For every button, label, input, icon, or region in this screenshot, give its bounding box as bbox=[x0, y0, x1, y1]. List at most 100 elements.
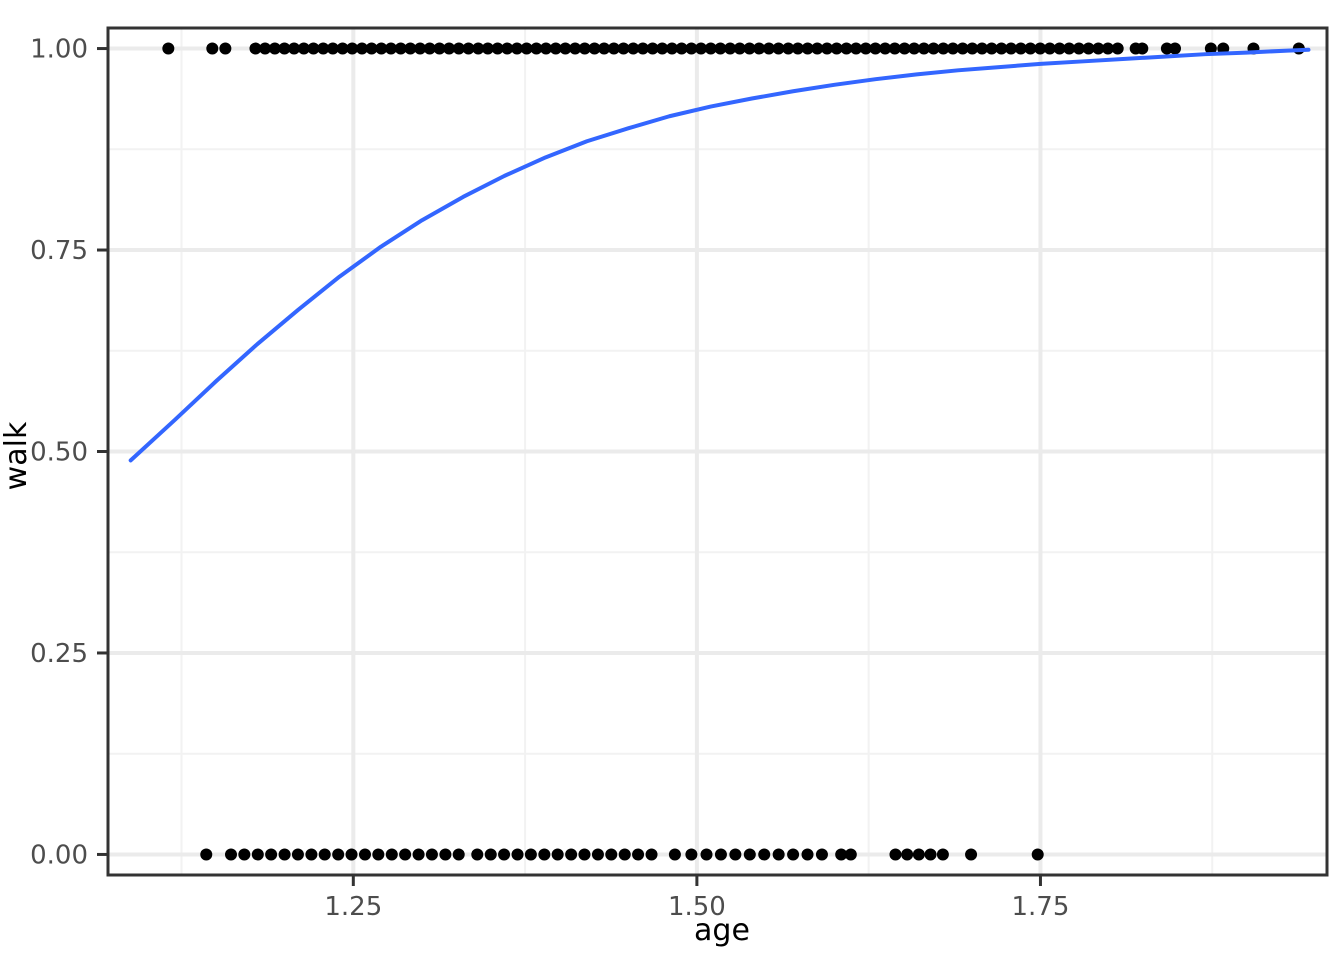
data-point bbox=[251, 848, 264, 861]
data-point bbox=[278, 42, 291, 55]
data-point bbox=[425, 848, 438, 861]
data-point bbox=[1169, 42, 1182, 55]
data-point bbox=[685, 42, 698, 55]
data-point bbox=[278, 848, 291, 861]
data-point bbox=[332, 848, 345, 861]
data-point bbox=[501, 42, 514, 55]
data-point bbox=[1101, 42, 1114, 55]
data-point bbox=[1204, 42, 1217, 55]
data-point bbox=[801, 848, 814, 861]
data-point bbox=[305, 848, 318, 861]
data-point bbox=[375, 42, 388, 55]
data-point bbox=[869, 42, 882, 55]
data-point bbox=[162, 42, 175, 55]
data-point bbox=[569, 42, 582, 55]
x-tick-label: 1.50 bbox=[668, 892, 726, 922]
data-point bbox=[481, 42, 494, 55]
data-point bbox=[259, 42, 272, 55]
y-axis-ticks: 0.00 0.25 0.50 0.75 1.00 bbox=[30, 35, 108, 870]
fit-line-path bbox=[128, 47, 1311, 463]
data-point bbox=[265, 848, 278, 861]
y-tick-label: 1.00 bbox=[30, 35, 88, 65]
data-point bbox=[917, 42, 930, 55]
data-point bbox=[565, 848, 578, 861]
data-point bbox=[791, 42, 804, 55]
data-point bbox=[345, 848, 358, 861]
data-point bbox=[249, 42, 262, 55]
data-point bbox=[704, 42, 717, 55]
data-point bbox=[384, 42, 397, 55]
data-point bbox=[772, 848, 785, 861]
data-point bbox=[762, 42, 775, 55]
data-point bbox=[206, 42, 219, 55]
data-point bbox=[859, 42, 872, 55]
data-point bbox=[733, 42, 746, 55]
data-point bbox=[772, 42, 785, 55]
data-point bbox=[908, 42, 921, 55]
data-point bbox=[1072, 42, 1085, 55]
logistic-fit-line bbox=[128, 47, 1311, 463]
data-point bbox=[956, 42, 969, 55]
data-point bbox=[656, 42, 669, 55]
data-point bbox=[491, 42, 504, 55]
data-point bbox=[1031, 848, 1044, 861]
data-point bbox=[578, 848, 591, 861]
data-point bbox=[888, 42, 901, 55]
x-tick-label: 1.25 bbox=[324, 892, 382, 922]
data-point bbox=[1082, 42, 1095, 55]
data-point bbox=[743, 848, 756, 861]
data-point bbox=[714, 848, 727, 861]
data-point bbox=[336, 42, 349, 55]
data-point bbox=[219, 42, 232, 55]
data-point bbox=[618, 848, 631, 861]
data-point bbox=[912, 848, 925, 861]
data-point bbox=[646, 42, 659, 55]
data-point bbox=[617, 42, 630, 55]
data-point bbox=[1063, 42, 1076, 55]
data-point bbox=[1043, 42, 1056, 55]
y-tick-label: 0.00 bbox=[30, 840, 88, 870]
data-point bbox=[889, 848, 902, 861]
data-point bbox=[675, 42, 688, 55]
data-point bbox=[995, 42, 1008, 55]
data-point bbox=[901, 848, 914, 861]
data-points-walk-zero bbox=[200, 848, 1044, 861]
y-tick-label: 0.75 bbox=[30, 236, 88, 266]
data-point bbox=[685, 848, 698, 861]
data-point bbox=[498, 848, 511, 861]
data-point bbox=[1136, 42, 1149, 55]
data-point bbox=[452, 848, 465, 861]
data-point bbox=[645, 848, 658, 861]
data-point bbox=[591, 848, 604, 861]
data-point bbox=[588, 42, 601, 55]
data-point bbox=[636, 42, 649, 55]
y-tick-label: 0.25 bbox=[30, 639, 88, 669]
data-point bbox=[288, 42, 301, 55]
data-point bbox=[472, 42, 485, 55]
data-point bbox=[484, 848, 497, 861]
data-point bbox=[538, 848, 551, 861]
data-point bbox=[668, 848, 681, 861]
data-point bbox=[985, 42, 998, 55]
data-point bbox=[946, 42, 959, 55]
data-point bbox=[268, 42, 281, 55]
data-point bbox=[530, 42, 543, 55]
data-point bbox=[551, 848, 564, 861]
data-point bbox=[462, 42, 475, 55]
data-point bbox=[976, 42, 989, 55]
data-point bbox=[830, 42, 843, 55]
data-point bbox=[307, 42, 320, 55]
data-point bbox=[598, 42, 611, 55]
data-point bbox=[627, 42, 640, 55]
data-point bbox=[1005, 42, 1018, 55]
data-point bbox=[729, 848, 742, 861]
data-point bbox=[879, 42, 892, 55]
data-point bbox=[520, 42, 533, 55]
data-point bbox=[1014, 42, 1027, 55]
data-point bbox=[297, 42, 310, 55]
data-point bbox=[782, 42, 795, 55]
data-point bbox=[743, 42, 756, 55]
data-point bbox=[317, 42, 330, 55]
data-point bbox=[966, 42, 979, 55]
